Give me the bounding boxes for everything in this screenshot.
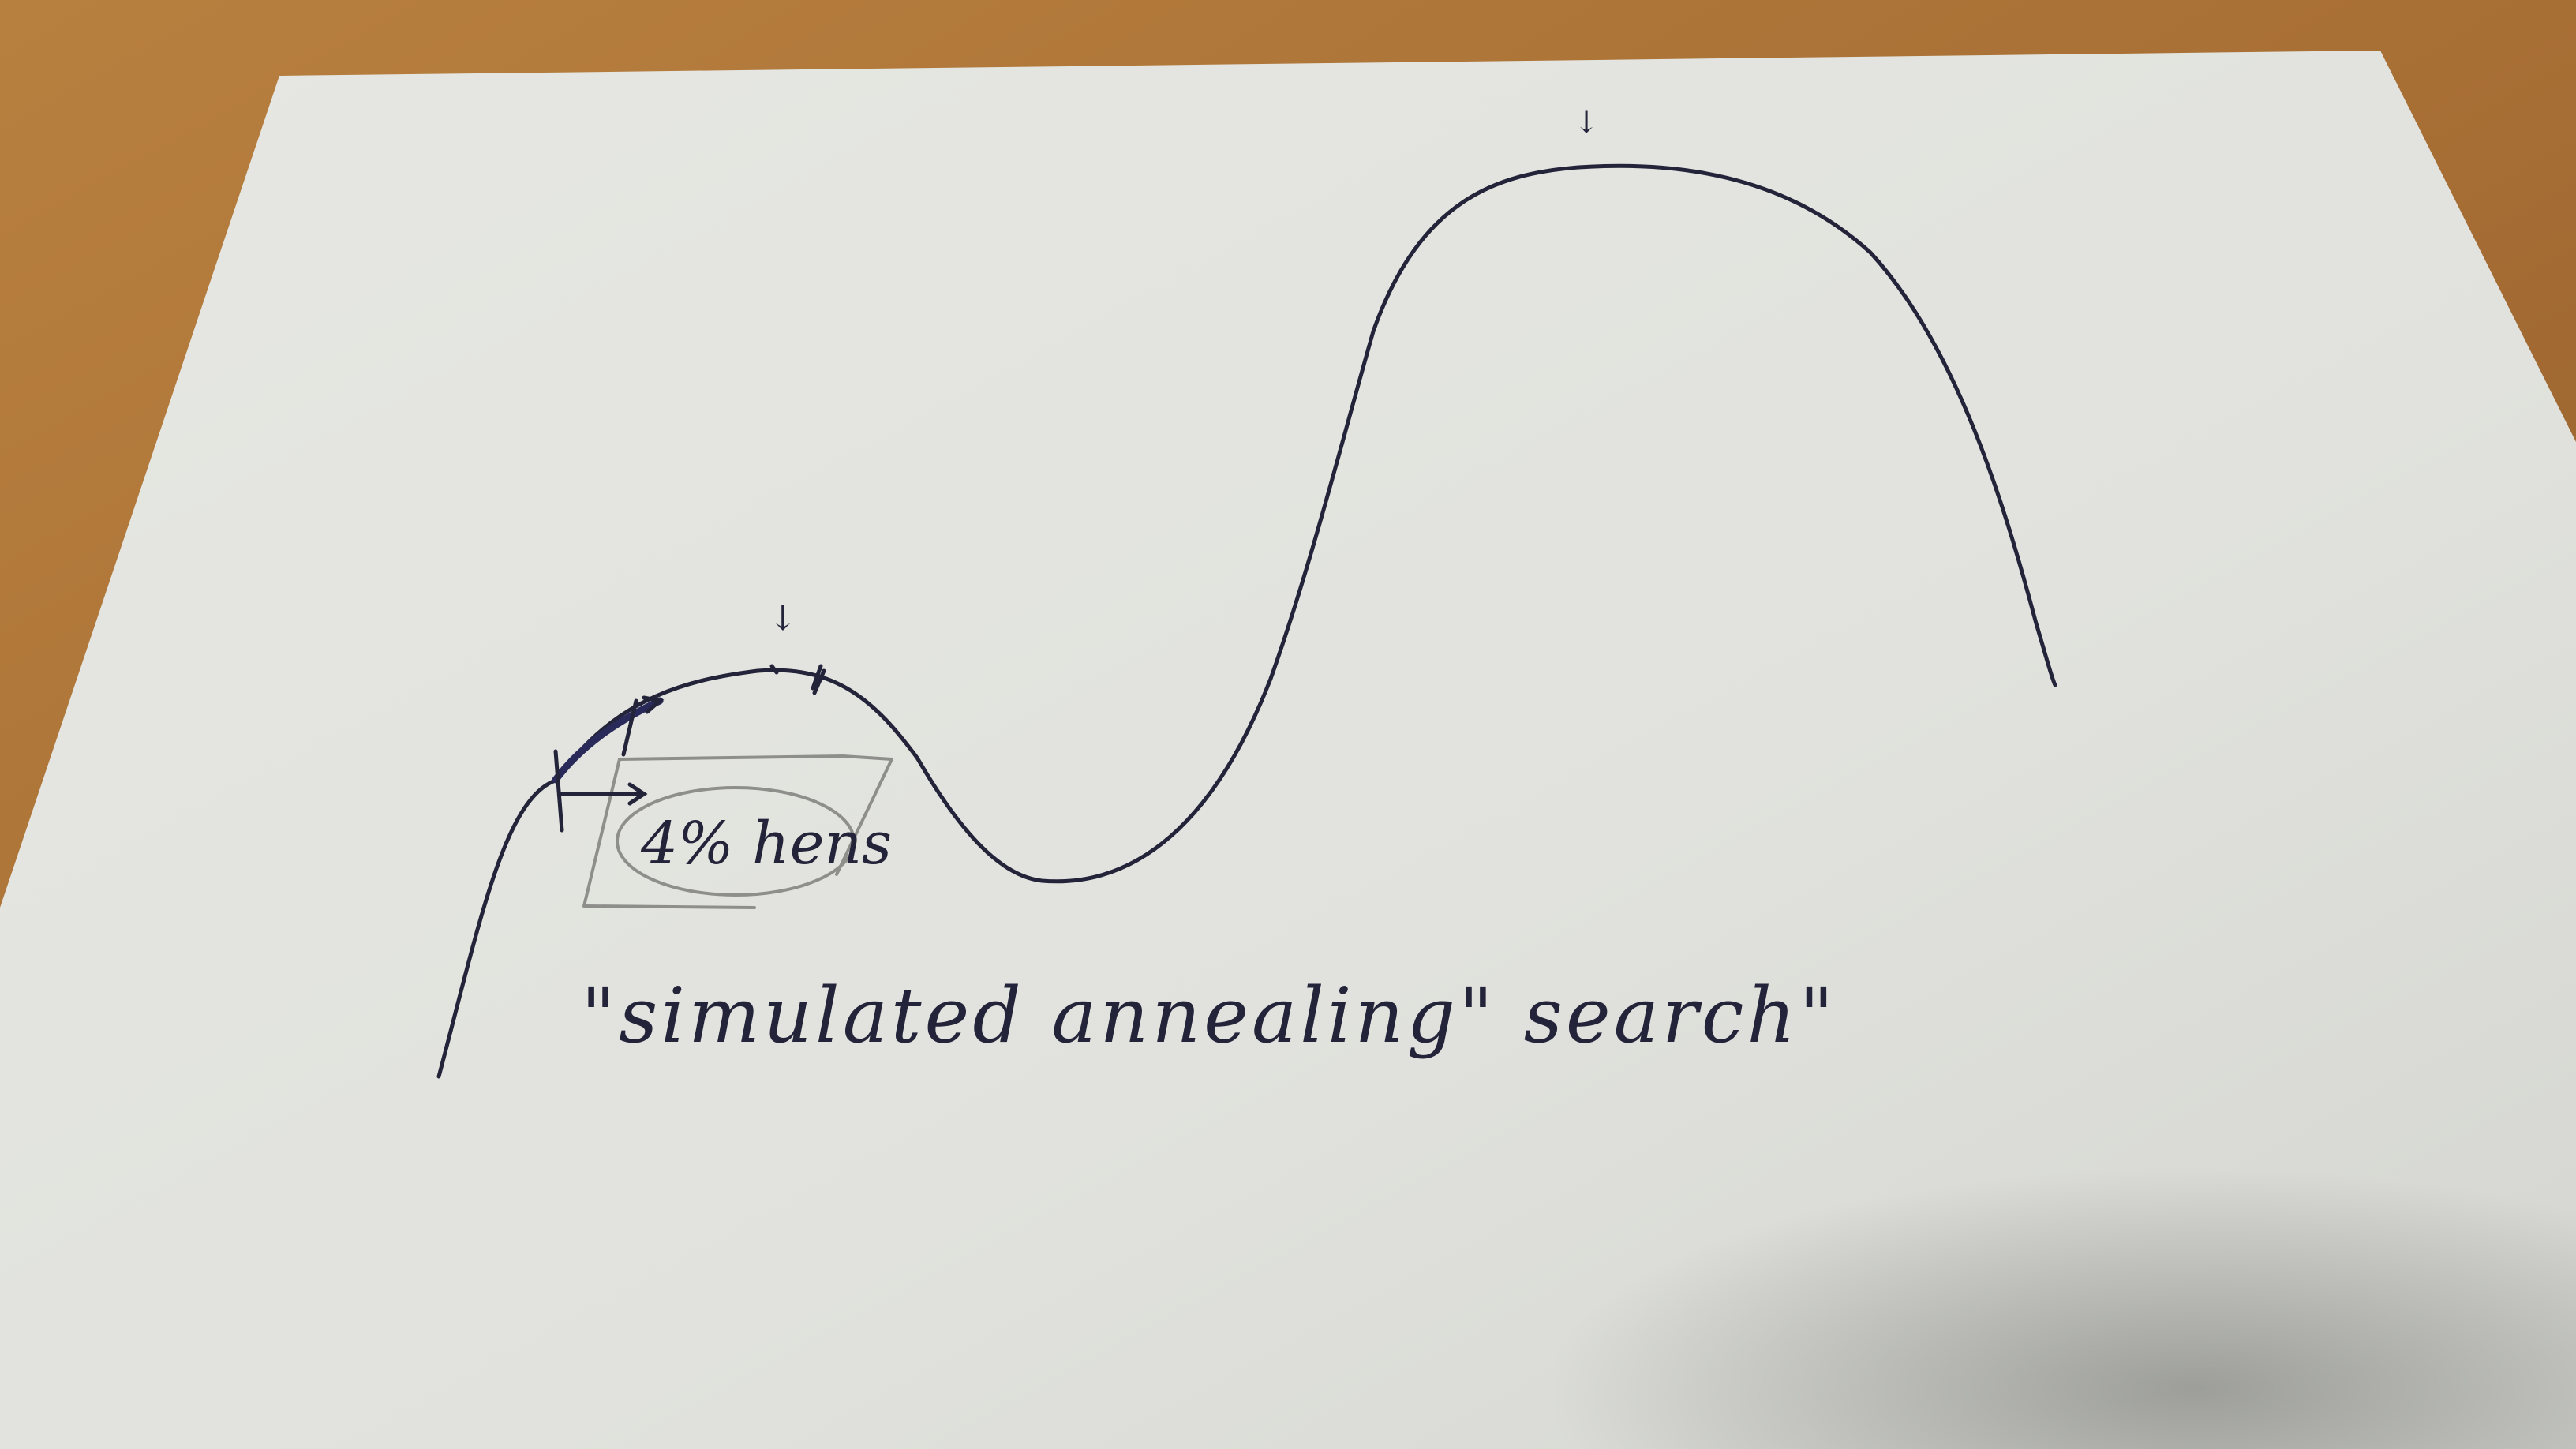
climb-steps xyxy=(552,697,664,784)
caption: "simulated annealing" search" xyxy=(581,972,1837,1060)
global-peak-marker: ↓ xyxy=(1574,105,1599,140)
hand-shadow xyxy=(1547,1168,2576,1449)
fitness-curve xyxy=(436,163,2057,1079)
step-arrows xyxy=(553,664,826,833)
pencil-box xyxy=(582,754,893,909)
paper-sheet xyxy=(0,51,2576,1449)
box-label: 4% hens xyxy=(640,810,892,878)
local-peak-marker: ↓ xyxy=(769,598,798,638)
box-label-oval xyxy=(616,786,856,897)
